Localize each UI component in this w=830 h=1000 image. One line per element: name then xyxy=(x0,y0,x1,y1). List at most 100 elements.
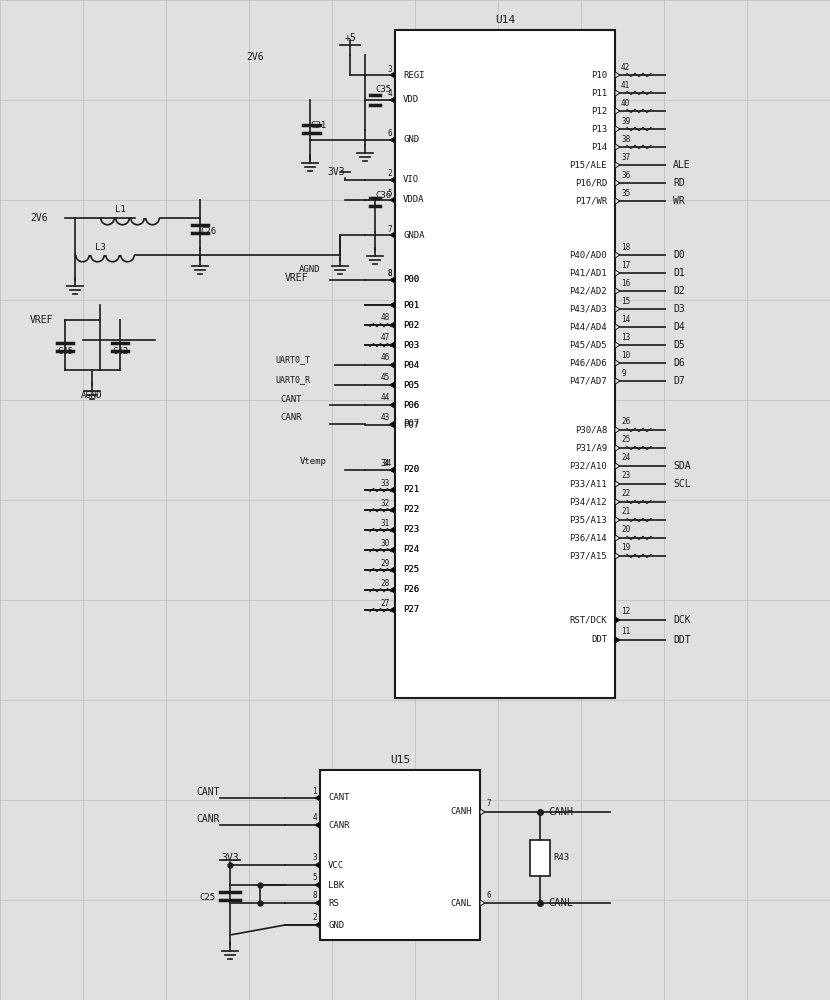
Text: P46/AD6: P46/AD6 xyxy=(569,359,607,367)
Polygon shape xyxy=(615,162,620,168)
Polygon shape xyxy=(390,587,395,593)
Polygon shape xyxy=(390,547,395,553)
Text: 48: 48 xyxy=(381,314,390,322)
Text: 14: 14 xyxy=(621,314,630,324)
Text: GND: GND xyxy=(403,135,419,144)
Text: 27: 27 xyxy=(381,598,390,607)
Text: SCL: SCL xyxy=(673,479,691,489)
Polygon shape xyxy=(390,137,395,143)
Text: P35/A13: P35/A13 xyxy=(569,516,607,524)
Polygon shape xyxy=(390,97,395,103)
Polygon shape xyxy=(390,382,395,388)
Polygon shape xyxy=(390,487,395,493)
Text: 33: 33 xyxy=(381,479,390,488)
Text: P30/A8: P30/A8 xyxy=(574,426,607,434)
Text: VREF: VREF xyxy=(285,273,309,283)
Text: 34: 34 xyxy=(381,458,390,468)
Text: CANR: CANR xyxy=(197,814,220,824)
Text: CANL: CANL xyxy=(548,898,573,908)
Text: AGND: AGND xyxy=(81,390,103,399)
Text: 28: 28 xyxy=(381,578,390,587)
Text: 10: 10 xyxy=(621,351,630,360)
Text: 34: 34 xyxy=(383,460,392,468)
Text: WR: WR xyxy=(673,196,685,206)
Text: P14: P14 xyxy=(591,142,607,151)
Text: P41/AD1: P41/AD1 xyxy=(569,268,607,277)
Text: P31/A9: P31/A9 xyxy=(574,444,607,452)
Text: CANT: CANT xyxy=(280,395,301,404)
Polygon shape xyxy=(615,481,620,487)
Text: P01: P01 xyxy=(403,300,419,310)
Polygon shape xyxy=(390,507,395,513)
Polygon shape xyxy=(615,324,620,330)
Text: 20: 20 xyxy=(621,526,630,534)
Polygon shape xyxy=(315,900,320,906)
Text: P03: P03 xyxy=(403,340,419,350)
Text: 8: 8 xyxy=(388,269,392,278)
Text: 5: 5 xyxy=(312,874,317,882)
Text: 3V3: 3V3 xyxy=(327,167,345,177)
Polygon shape xyxy=(615,535,620,541)
Text: 7: 7 xyxy=(486,800,491,808)
Text: 5: 5 xyxy=(388,190,392,198)
Polygon shape xyxy=(615,198,620,204)
Polygon shape xyxy=(390,322,395,328)
Text: L1: L1 xyxy=(115,206,125,215)
Polygon shape xyxy=(615,427,620,433)
Text: 21: 21 xyxy=(621,508,630,516)
Polygon shape xyxy=(615,144,620,150)
Polygon shape xyxy=(615,499,620,505)
Text: P02: P02 xyxy=(403,320,419,330)
Text: 15: 15 xyxy=(621,296,630,306)
Text: C26: C26 xyxy=(200,228,216,236)
Polygon shape xyxy=(615,288,620,294)
Text: 8: 8 xyxy=(388,269,392,278)
Text: CANT: CANT xyxy=(197,787,220,797)
Text: D6: D6 xyxy=(673,358,685,368)
Text: P04: P04 xyxy=(403,360,419,369)
Text: 22: 22 xyxy=(621,489,630,498)
Polygon shape xyxy=(390,527,395,533)
Polygon shape xyxy=(390,277,395,283)
Polygon shape xyxy=(390,607,395,613)
Text: P00: P00 xyxy=(403,275,419,284)
Text: P21: P21 xyxy=(403,486,419,494)
Text: RD: RD xyxy=(673,178,685,188)
Text: P10: P10 xyxy=(591,70,607,80)
Text: C36: C36 xyxy=(375,190,391,200)
Polygon shape xyxy=(615,90,620,96)
Text: CANH: CANH xyxy=(451,808,472,816)
Text: P13: P13 xyxy=(591,124,607,133)
Text: 18: 18 xyxy=(621,242,630,251)
Text: 8: 8 xyxy=(312,892,317,900)
Polygon shape xyxy=(390,302,395,308)
Text: 1: 1 xyxy=(312,786,317,796)
Text: P05: P05 xyxy=(403,380,419,389)
Text: P21: P21 xyxy=(403,486,419,494)
Text: 11: 11 xyxy=(621,628,630,637)
Text: D3: D3 xyxy=(673,304,685,314)
Polygon shape xyxy=(390,402,395,408)
Text: 7: 7 xyxy=(388,225,392,233)
Text: VREF: VREF xyxy=(30,315,53,325)
Text: 3V3: 3V3 xyxy=(221,853,239,863)
Polygon shape xyxy=(390,342,395,348)
Text: 2: 2 xyxy=(312,914,317,922)
Text: P05: P05 xyxy=(403,380,419,389)
Text: 42: 42 xyxy=(621,62,630,72)
Text: R43: R43 xyxy=(553,853,569,862)
Polygon shape xyxy=(315,922,320,928)
Text: C35: C35 xyxy=(375,86,391,95)
Bar xyxy=(395,30,615,698)
Text: D5: D5 xyxy=(673,340,685,350)
Text: P34/A12: P34/A12 xyxy=(569,497,607,506)
Text: P22: P22 xyxy=(403,506,419,514)
Text: P06: P06 xyxy=(403,400,419,410)
Text: 4: 4 xyxy=(312,814,317,822)
Text: 31: 31 xyxy=(381,518,390,528)
Polygon shape xyxy=(615,126,620,132)
Polygon shape xyxy=(615,270,620,276)
Text: P17/WR: P17/WR xyxy=(574,196,607,206)
Text: P16/RD: P16/RD xyxy=(574,178,607,188)
Text: 32: 32 xyxy=(381,498,390,508)
